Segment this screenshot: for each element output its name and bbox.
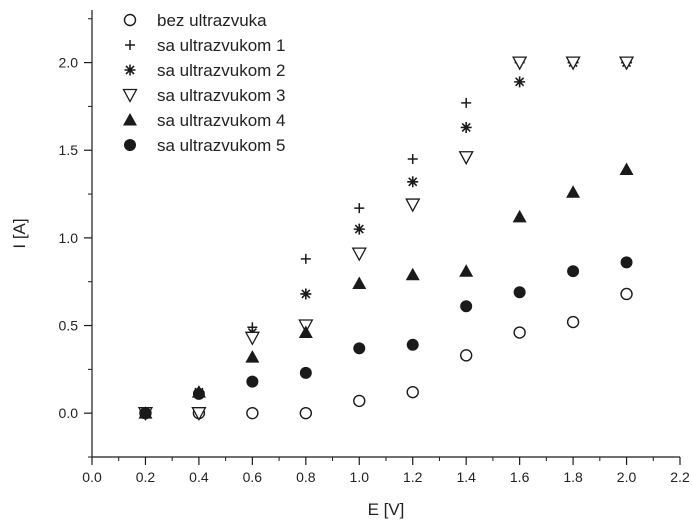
- x-tick-label: 0.4: [189, 469, 209, 485]
- data-point-series-4: [244, 331, 260, 346]
- data-point-series-2: [407, 154, 418, 164]
- data-point-series-6: [620, 256, 633, 269]
- x-tick-label: 1.8: [563, 469, 583, 485]
- y-axis-label: I [A]: [10, 218, 29, 248]
- data-point-series-2: [461, 97, 472, 108]
- legend-label-2: sa ultrazvukom 1: [157, 36, 286, 55]
- y-tick-label: 2.0: [59, 55, 79, 71]
- data-point-series-3: [514, 76, 526, 88]
- y-tick-label: 0.0: [59, 405, 79, 421]
- data-point-series-2: [300, 253, 311, 264]
- data-point-series-3: [353, 223, 365, 235]
- data-point-series-4: [191, 407, 207, 422]
- y-tick-label: 1.5: [59, 142, 79, 158]
- data-point-series-6: [513, 286, 526, 299]
- data-point-series-5: [566, 185, 581, 198]
- data-point-series-1: [620, 287, 633, 301]
- data-point-series-1: [513, 326, 526, 339]
- x-tick-label: 0.2: [136, 469, 156, 485]
- data-point-series-5: [512, 209, 527, 223]
- x-tick-label: 2.2: [670, 469, 690, 485]
- data-point-series-6: [192, 387, 205, 400]
- x-tick-label: 1.6: [510, 469, 530, 485]
- x-tick-label: 0.8: [296, 469, 316, 485]
- axes: 0.0 0.2 0.4 0.6 0.8 1.0 1.2 1.4 1.6 1.8 2.0 2.2 0.0 0…: [59, 10, 690, 485]
- legend-label-4: sa ultrazvukom 3: [157, 86, 286, 105]
- data-point-series-5: [619, 162, 634, 176]
- x-tick-label: 1.4: [456, 469, 476, 485]
- data-point-series-3: [407, 176, 419, 188]
- data-point-series-6: [246, 375, 259, 388]
- legend-label-3: sa ultrazvukom 2: [157, 61, 286, 80]
- x-tick-label: 2.0: [617, 469, 637, 485]
- data-point-series-4: [512, 56, 528, 71]
- legend-marker-1: [123, 13, 137, 27]
- x-axis-label: E [V]: [368, 500, 405, 519]
- data-point-series-1: [566, 315, 580, 329]
- legend-label-1: bez ultrazvuka: [157, 11, 267, 30]
- data-point-series-4: [351, 247, 367, 262]
- x-tick-label: 1.0: [350, 469, 370, 485]
- data-marks: [137, 56, 635, 422]
- data-point-series-4: [405, 198, 421, 213]
- legend-marker-5: [123, 113, 137, 126]
- data-point-series-5: [352, 276, 367, 289]
- x-tick-label: 0.6: [243, 469, 263, 485]
- legend-marker-4: [122, 88, 138, 103]
- data-point-series-6: [353, 342, 366, 355]
- data-point-series-1: [246, 406, 259, 420]
- data-point-series-6: [567, 265, 580, 278]
- data-point-series-6: [299, 366, 312, 379]
- data-point-series-5: [245, 350, 260, 363]
- legend-marker-3: [124, 64, 136, 76]
- data-point-series-1: [459, 349, 473, 362]
- legend-label-5: sa ultrazvukom 4: [157, 111, 286, 130]
- data-point-series-2: [354, 203, 365, 214]
- legend-label-6: sa ultrazvukom 5: [157, 136, 286, 155]
- data-point-series-1: [353, 394, 366, 408]
- legend: bez ultrazvuka sa ultrazvukom 1 sa ultrazv…: [122, 11, 286, 155]
- data-point-series-4: [618, 56, 635, 71]
- data-point-series-1: [406, 385, 419, 399]
- x-tick-label: 1.2: [403, 469, 423, 485]
- data-point-series-5: [298, 325, 313, 339]
- data-point-series-5: [405, 267, 420, 281]
- data-point-series-4: [565, 56, 581, 71]
- data-point-series-6: [139, 407, 152, 420]
- data-point-series-3: [460, 121, 472, 133]
- y-tick-label: 0.5: [59, 318, 79, 334]
- data-point-series-6: [406, 338, 419, 351]
- y-tick-label: 1.0: [59, 230, 79, 246]
- data-point-series-3: [300, 288, 312, 300]
- data-point-series-5: [459, 264, 474, 277]
- data-point-series-6: [460, 300, 473, 313]
- data-point-series-4: [458, 151, 474, 166]
- x-tick-label: 0.0: [82, 469, 102, 485]
- legend-marker-6: [124, 139, 136, 151]
- data-point-series-1: [299, 406, 313, 420]
- legend-marker-2: [125, 40, 135, 50]
